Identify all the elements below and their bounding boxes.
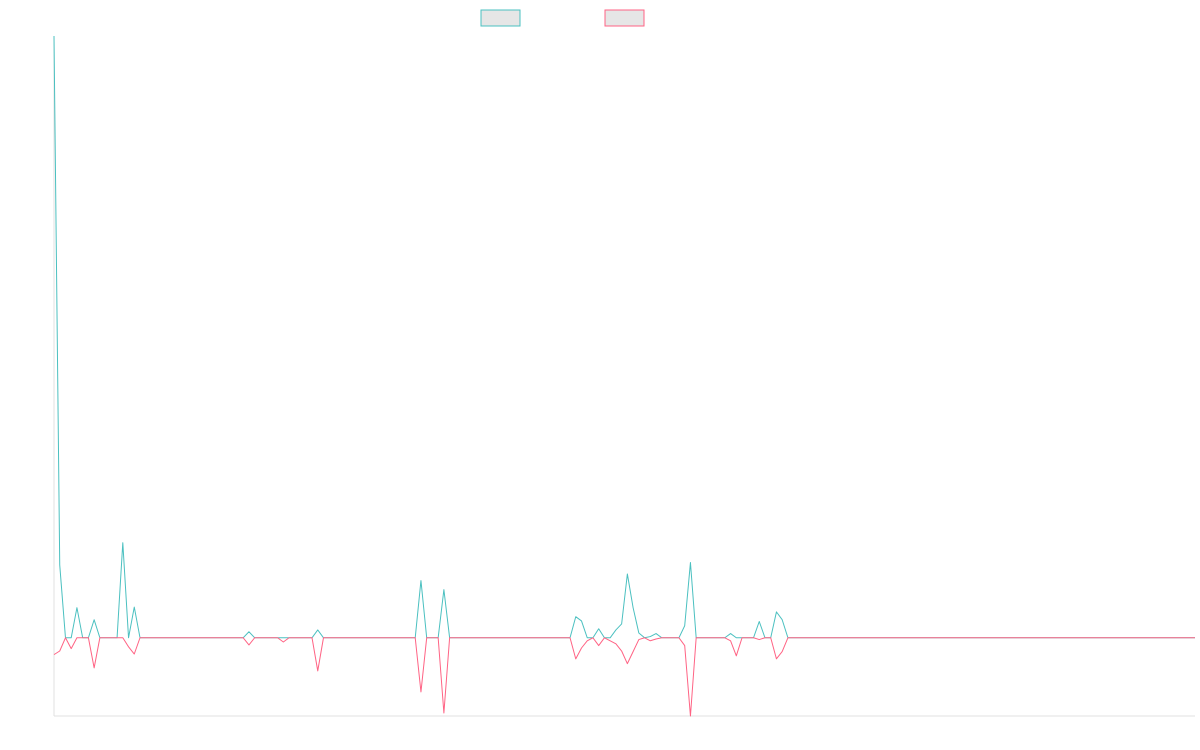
legend-swatch — [480, 9, 521, 27]
series-line — [53, 637, 1195, 717]
legend-swatch — [604, 9, 645, 27]
series-line — [53, 35, 1195, 639]
